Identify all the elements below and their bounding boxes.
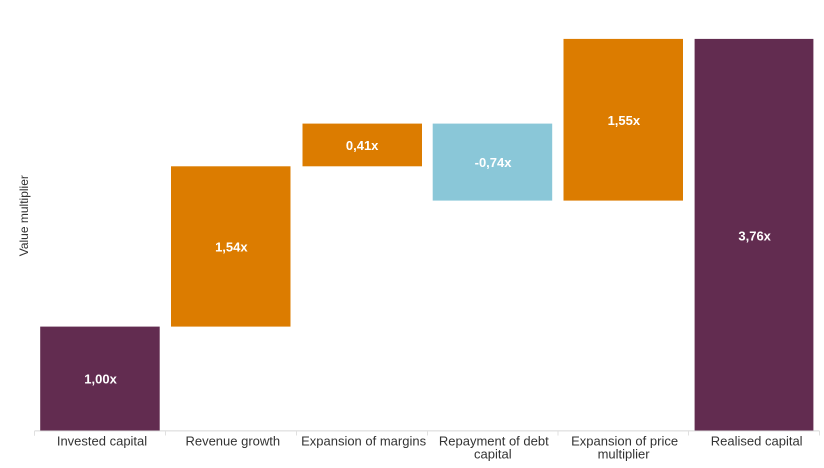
svg-text:Repayment of debt: Repayment of debt (439, 434, 549, 449)
svg-text:multiplier: multiplier (598, 447, 651, 462)
svg-text:1,00x: 1,00x (84, 372, 117, 387)
svg-text:Expansion of price: Expansion of price (571, 434, 678, 449)
svg-text:Value multiplier: Value multiplier (17, 175, 31, 256)
svg-text:Expansion of margins: Expansion of margins (301, 434, 427, 449)
svg-text:capital: capital (474, 447, 512, 462)
svg-text:1,55x: 1,55x (608, 113, 641, 128)
svg-text:Revenue growth: Revenue growth (185, 434, 280, 449)
svg-text:Invested capital: Invested capital (57, 434, 147, 449)
svg-text:Realised capital: Realised capital (711, 434, 803, 449)
svg-text:1,54x: 1,54x (215, 239, 248, 254)
svg-text:3,76x: 3,76x (738, 228, 771, 243)
svg-text:0,41x: 0,41x (346, 138, 379, 153)
svg-text:-0,74x: -0,74x (475, 155, 513, 170)
